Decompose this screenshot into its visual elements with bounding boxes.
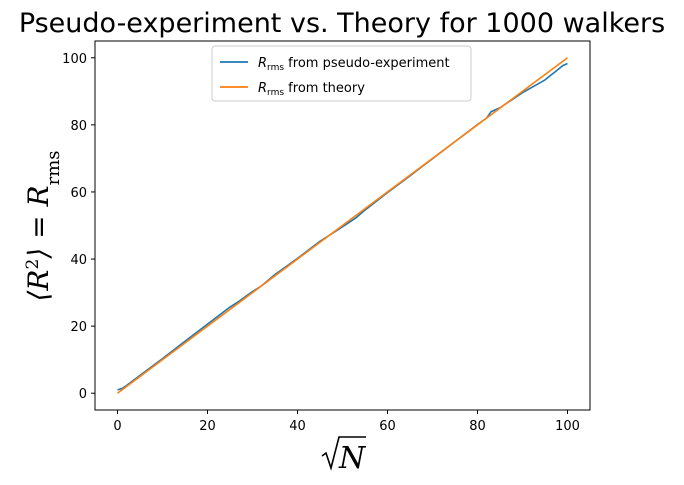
x-tick-label: 20 [199,419,216,434]
plot-area [94,40,591,411]
x-tick-label: 40 [289,419,306,434]
y-tick-label: 0 [79,387,87,402]
legend-frame [211,45,472,102]
sqrt-radical [321,436,366,471]
legend-label-theory: Rrms from theory [258,81,365,98]
y-tick-label: 80 [70,119,87,134]
x-tick-label: 0 [113,419,121,434]
x-ticks: 0 20 40 60 80 100 [113,410,580,434]
x-axis-label: N [321,436,367,476]
y-axis-label: ⟨R2⟩ = Rrms [22,150,64,301]
x-tick-label: 100 [555,419,580,434]
series-line-pseudo-experiment [117,62,568,391]
legend: Rrms from pseudo-experiment Rrms from the… [211,45,472,102]
series-layer [117,57,568,394]
y-tick-label: 40 [70,253,87,268]
y-tick-label: 20 [70,320,87,335]
x-axis-label-text: N [338,441,367,476]
x-tick-label: 80 [469,419,486,434]
y-tick-label: 60 [70,186,87,201]
chart-title: Pseudo-experiment vs. Theory for 1000 wa… [19,8,665,39]
legend-label-pseudo-experiment: Rrms from pseudo-experiment [258,56,450,73]
x-tick-label: 60 [379,419,396,434]
y-axis-label-text: ⟨R2⟩ = Rrms [22,150,64,301]
series-line-theory [117,57,568,394]
y-ticks: 0 20 40 60 80 100 [62,52,95,402]
y-tick-label: 100 [62,52,87,67]
